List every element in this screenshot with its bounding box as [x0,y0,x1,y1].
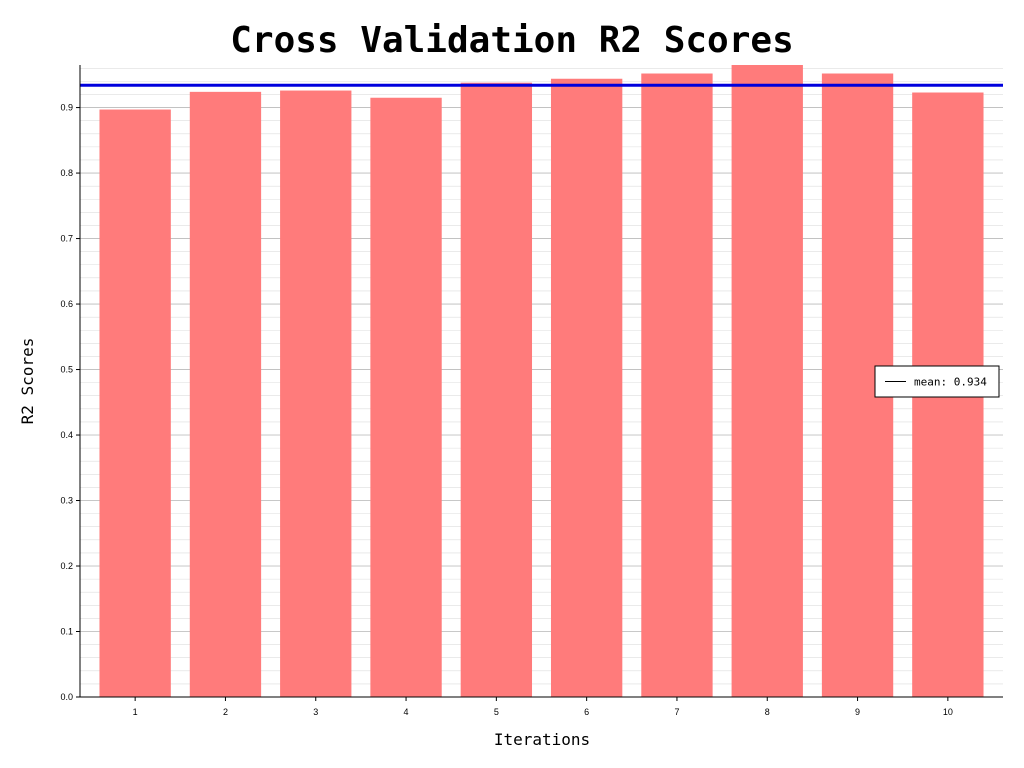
x-tick-label: 10 [943,707,953,717]
x-axis-title: Iterations [494,730,590,749]
x-tick-label: 3 [313,707,318,717]
axes [79,65,1003,698]
y-tick-label: 0.1 [60,627,73,637]
y-tick-label: 0.2 [60,561,73,571]
bar [280,90,352,697]
bar [189,91,262,698]
y-tick-label: 0.6 [60,299,73,309]
x-tick-label: 9 [855,707,860,717]
x-tick-label: 1 [133,707,138,717]
y-tick-label: 0.7 [60,234,73,244]
y-tick-label: 0.8 [60,168,73,178]
bar [641,73,713,698]
x-tick-label: 6 [584,707,589,717]
x-ticks: 1 2 3 4 5 6 7 8 9 10 [133,697,953,717]
y-tick-label: 0.9 [60,103,73,113]
bar [460,82,533,697]
bar [370,97,442,698]
chart-title: Cross Validation R2 Scores [230,20,794,61]
y-tick-label: 0.5 [60,365,73,375]
x-tick-label: 8 [765,707,770,717]
bar [99,109,171,697]
legend: mean: 0.934 [874,365,1000,398]
y-tick-label: 0.3 [60,496,73,506]
x-tick-label: 5 [494,707,499,717]
bar [731,65,803,697]
legend-label: mean: 0.934 [914,376,987,389]
y-axis-title: R2 Scores [18,338,37,425]
y-tick-label: 0.4 [60,430,73,440]
x-tick-label: 2 [223,707,228,717]
bar [550,78,623,698]
y-ticks: 0.0 0.1 0.2 0.3 0.4 0.5 0.6 0.7 0.8 0.9 [60,103,80,702]
x-tick-label: 4 [404,707,409,717]
x-tick-label: 7 [674,707,679,717]
y-tick-label: 0.0 [60,692,73,702]
